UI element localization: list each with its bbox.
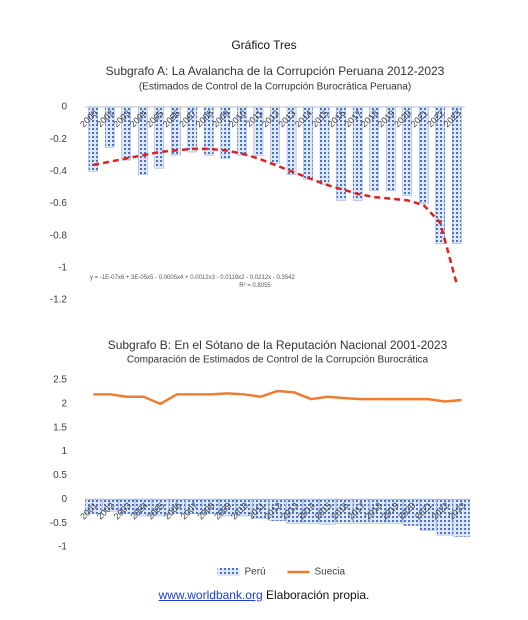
y-tick-label: -1 (58, 262, 67, 273)
bar (171, 106, 181, 156)
chart-title: Subgrafo A: La Avalancha de la Corrupció… (106, 64, 445, 78)
bar (135, 499, 152, 517)
bar (385, 106, 396, 191)
bar (319, 499, 336, 525)
y-tick-label: 0 (61, 102, 67, 113)
y-tick-label: -1 (58, 542, 67, 553)
bar (237, 106, 247, 156)
y-tick-label: -1.2 (50, 295, 68, 306)
y-tick-label: 0.5 (53, 470, 67, 481)
bar (85, 499, 102, 514)
chart-title: Subgrafo B: En el Sótano de la Reputació… (108, 338, 448, 352)
bar (402, 106, 412, 196)
bar (138, 106, 148, 175)
chart-subtitle: Comparación de Estimados de Control de l… (127, 355, 429, 366)
bar (252, 499, 269, 519)
bar (319, 106, 330, 185)
bar (369, 499, 387, 524)
bar (286, 499, 303, 524)
bar (420, 499, 437, 531)
bar (204, 106, 214, 156)
bar (269, 499, 286, 521)
bar (336, 499, 353, 524)
y-tick-label: 2.5 (53, 375, 67, 386)
source-link[interactable]: www.worldbank.org (158, 588, 263, 602)
bar (435, 106, 445, 244)
bar (102, 499, 119, 512)
y-tick-label: -0.2 (50, 134, 68, 145)
bar (302, 499, 320, 524)
y-tick-label: -0.5 (50, 518, 68, 529)
y-tick-label: 2 (61, 398, 67, 409)
bar (386, 499, 403, 524)
line-series (93, 389, 462, 406)
bar (336, 106, 346, 201)
bar (452, 106, 462, 244)
bar (369, 106, 379, 191)
bar (419, 106, 429, 204)
y-tick-label: -0.8 (50, 230, 68, 241)
bar (105, 106, 115, 148)
bar (121, 106, 131, 161)
trend-equation: y = -1E-07x6 + 3E-05x5 - 0.0005x4 + 0.00… (90, 275, 296, 281)
bar (303, 106, 313, 180)
bar (453, 499, 470, 537)
legend-label: Perú (245, 567, 266, 578)
bar (219, 499, 236, 517)
bar (202, 499, 219, 514)
bar (152, 499, 169, 517)
bar (353, 499, 370, 524)
footer: www.worldbank.org Elaboración propia. (0, 588, 528, 602)
bar (253, 106, 264, 156)
bar (352, 106, 363, 201)
footer-note: Elaboración propia. (265, 588, 370, 602)
bar (88, 106, 98, 172)
bar (185, 499, 202, 514)
trend-r2: R² = 0.8055 (239, 283, 271, 289)
legend-label: Suecia (315, 567, 346, 578)
chart-subtitle: (Estimados de Control de la Corrupción B… (139, 82, 411, 93)
y-tick-label: 1 (61, 446, 67, 457)
bar (270, 106, 280, 164)
bar (187, 106, 198, 153)
y-tick-label: -0.4 (50, 166, 68, 177)
bar (235, 499, 253, 517)
trendline (93, 147, 458, 285)
bar (118, 499, 135, 514)
legend-swatch (217, 568, 240, 576)
bar (154, 106, 165, 169)
bar (403, 499, 420, 526)
bar (168, 499, 186, 514)
bar (286, 106, 297, 175)
bar (220, 106, 231, 159)
y-tick-label: -0.6 (50, 198, 68, 209)
y-tick-label: 0 (61, 494, 67, 505)
y-tick-label: 1.5 (53, 422, 67, 433)
bar (436, 499, 453, 536)
figure-title: Gráfico Tres (231, 38, 296, 52)
